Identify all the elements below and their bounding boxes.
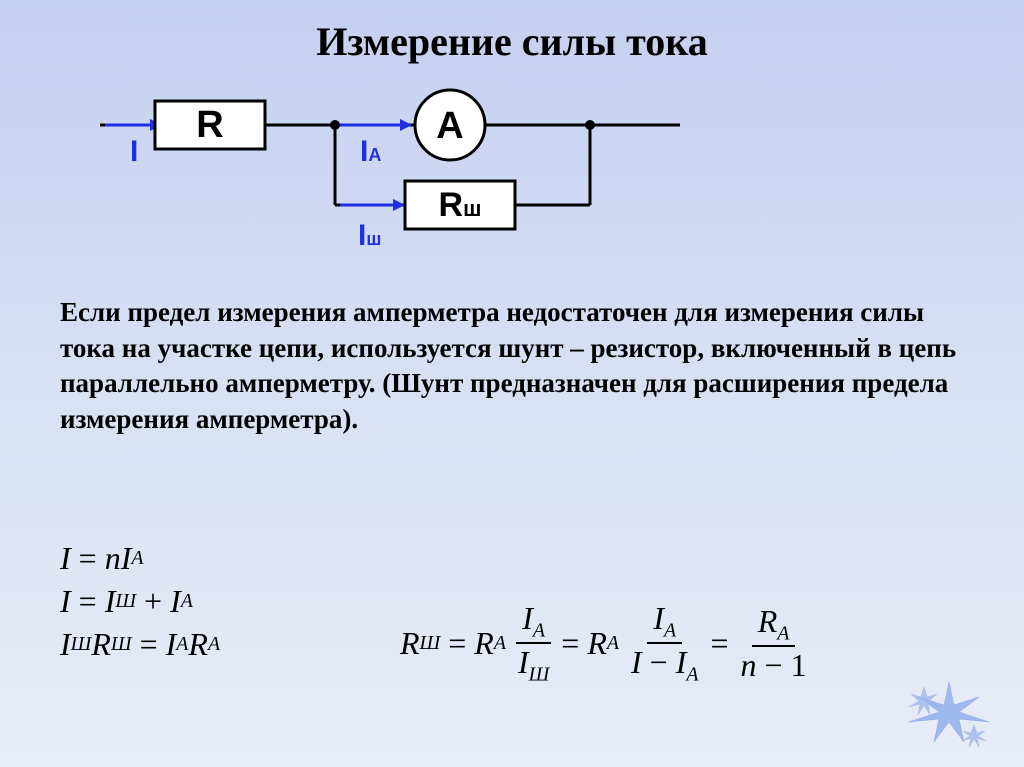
formula-2: I = IШ + IA [60, 583, 220, 620]
body-paragraph: Если предел измерения амперметра недоста… [60, 295, 965, 438]
formulas-right: RШ = RA IA IШ = RA IA I − IA = RA n − 1 [400, 600, 819, 693]
formula-3: IШRШ = IARA [60, 626, 220, 663]
svg-text:A: A [436, 105, 463, 147]
circuit-diagram: R A Rш I IA Iш [100, 85, 700, 285]
formula-shunt: RШ = RA IA IШ = RA IA I − IA = RA n − 1 [400, 600, 819, 687]
svg-text:IA: IA [360, 135, 381, 168]
sparkle-icon [904, 677, 994, 747]
formulas-left: I = nIA I = IШ + IA IШRШ = IARA [60, 540, 220, 669]
svg-text:I: I [130, 135, 138, 168]
svg-text:R: R [196, 104, 223, 146]
svg-text:Iш: Iш [358, 219, 381, 252]
slide-title: Измерение силы тока [0, 18, 1024, 65]
formula-1: I = nIA [60, 540, 220, 577]
